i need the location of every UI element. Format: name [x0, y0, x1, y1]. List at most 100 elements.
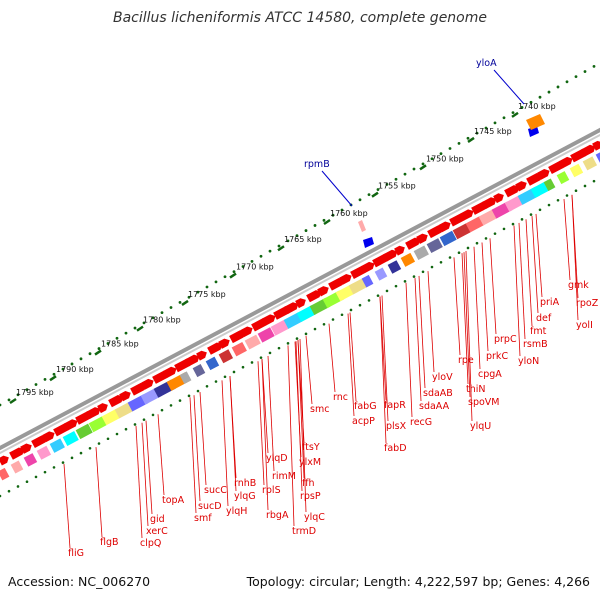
gene-arrow	[207, 342, 223, 355]
cog-bar	[439, 230, 457, 247]
scale-tick	[229, 272, 237, 279]
gene-arrow	[592, 140, 600, 151]
scale-dot	[493, 121, 497, 125]
inner-dot	[340, 313, 344, 317]
inner-dot	[574, 189, 578, 193]
gene-leader	[381, 295, 389, 422]
scale-label: 1745 kbp	[474, 127, 512, 136]
scale-dot	[214, 280, 218, 284]
scale-dot	[394, 177, 398, 181]
gene-leader	[261, 359, 269, 511]
cog-bar	[36, 445, 52, 460]
inner-dot	[583, 184, 587, 188]
gene-arrow	[119, 391, 131, 402]
gene-leader	[525, 219, 533, 327]
inner-dot	[25, 480, 29, 483]
scale-dot	[196, 290, 200, 294]
genome-summary-text: Topology: circular; Length: 4,222,597 bp…	[246, 574, 590, 589]
gene-arrow	[42, 431, 55, 443]
inner-dot	[241, 365, 245, 369]
cog-bar	[283, 312, 303, 329]
inner-dot	[484, 237, 488, 240]
scale-dot	[511, 111, 515, 114]
cog-bar	[465, 216, 485, 233]
scale-tick	[94, 349, 102, 356]
gene-leader	[531, 216, 539, 314]
inner-dot	[70, 456, 74, 460]
gene-label-fabD: fabD	[384, 443, 407, 454]
gene-leader	[489, 238, 497, 335]
scale-dot	[106, 342, 110, 345]
gene-arrow	[218, 338, 230, 349]
gene-leader	[463, 252, 471, 398]
gene-label-ftsY: ftsY	[302, 442, 320, 453]
inner-dot	[79, 451, 83, 455]
gene-leader	[563, 199, 571, 281]
inner-dot	[529, 213, 533, 216]
inner-dot	[403, 280, 407, 283]
gene-label-gmk: gmk	[568, 280, 589, 291]
gene-arrow	[361, 261, 375, 274]
gene-arrow	[97, 403, 108, 414]
gene-label-leaders	[63, 194, 579, 549]
cog-bar	[205, 356, 220, 371]
scale-tick	[181, 299, 189, 307]
gene-leader	[481, 242, 489, 352]
gene-leader	[305, 335, 313, 405]
scale-dot	[52, 372, 56, 376]
cog-bar	[595, 149, 600, 164]
cog-bar	[400, 252, 416, 267]
gene-leader	[418, 275, 426, 389]
gene-label-ylqC: ylqC	[304, 512, 325, 523]
gene-arrow	[493, 193, 504, 204]
gene-arrow	[438, 221, 451, 233]
gene-arrow	[31, 435, 48, 449]
scale-dot	[223, 275, 227, 279]
gene-leader	[349, 312, 357, 402]
scale-tick	[323, 218, 331, 226]
scale-dotted-arc	[0, 65, 596, 407]
cog-bar	[387, 260, 402, 274]
scale-dot	[448, 147, 452, 150]
gene-label-rimM: rimM	[272, 471, 296, 482]
gene-arrow	[581, 144, 596, 157]
gene-label-acpP: acpP	[352, 416, 375, 427]
gene-leader	[267, 355, 275, 472]
gene-leader	[347, 313, 355, 417]
gene-label-yloN: yloN	[518, 356, 539, 367]
cog-bar	[426, 238, 443, 254]
map-title: Bacillus licheniformis ATCC 14580, compl…	[113, 10, 487, 26]
scale-dot	[70, 362, 74, 366]
cog-bar	[244, 334, 261, 350]
cog-bar	[569, 163, 584, 178]
gene-label-rbgA: rbgA	[266, 510, 289, 521]
inner-dot	[547, 203, 551, 207]
inner-dot	[394, 284, 398, 288]
inner-dot	[304, 332, 308, 336]
scale-dot	[340, 208, 344, 212]
scale-label: 1775 kbp	[188, 290, 226, 299]
gene-leader	[193, 395, 201, 502]
gene-arrow	[196, 350, 207, 361]
inner-dot	[556, 198, 560, 202]
cog-bar	[49, 438, 65, 453]
gene-label-rnc: rnc	[333, 392, 348, 403]
gene-label-cpgA: cpgA	[478, 369, 502, 380]
gene-leader	[379, 296, 387, 444]
gene-arrow	[537, 169, 550, 180]
inner-dot	[97, 442, 101, 445]
cog-bar	[556, 171, 570, 185]
cog-bar	[0, 467, 10, 481]
gene-arrow	[559, 156, 573, 169]
gene-arrow	[515, 181, 527, 192]
gene-label-ylxM: ylxM	[299, 457, 321, 468]
inner-dot	[331, 318, 335, 321]
gene-arrow	[185, 354, 200, 367]
gene-leader	[405, 282, 413, 418]
gene-label-yloV: yloV	[432, 372, 453, 383]
cog-bar	[582, 156, 598, 171]
genome-backbone	[0, 127, 600, 455]
scale-dot	[232, 270, 236, 274]
